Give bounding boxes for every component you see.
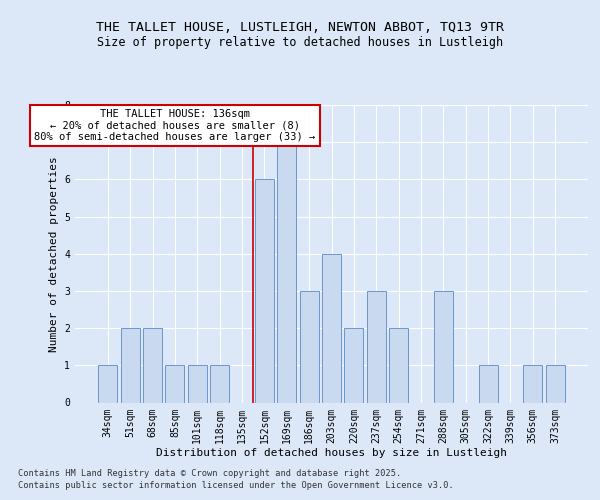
Bar [210, 366, 229, 403]
Bar [344, 328, 364, 402]
Text: THE TALLET HOUSE: 136sqm
← 20% of detached houses are smaller (8)
80% of semi-de: THE TALLET HOUSE: 136sqm ← 20% of detach… [34, 109, 316, 142]
Text: Contains public sector information licensed under the Open Government Licence v3: Contains public sector information licen… [18, 480, 454, 490]
Bar [121, 328, 140, 402]
Text: THE TALLET HOUSE, LUSTLEIGH, NEWTON ABBOT, TQ13 9TR: THE TALLET HOUSE, LUSTLEIGH, NEWTON ABBO… [96, 21, 504, 34]
Bar [277, 142, 296, 403]
Bar [166, 366, 184, 403]
Bar [322, 254, 341, 402]
Text: Contains HM Land Registry data © Crown copyright and database right 2025.: Contains HM Land Registry data © Crown c… [18, 470, 401, 478]
Bar [434, 291, 453, 403]
Bar [299, 291, 319, 403]
Bar [479, 366, 497, 403]
Y-axis label: Number of detached properties: Number of detached properties [49, 156, 59, 352]
Bar [545, 366, 565, 403]
Bar [143, 328, 162, 402]
Text: Size of property relative to detached houses in Lustleigh: Size of property relative to detached ho… [97, 36, 503, 49]
Bar [188, 366, 207, 403]
X-axis label: Distribution of detached houses by size in Lustleigh: Distribution of detached houses by size … [156, 448, 507, 458]
Bar [523, 366, 542, 403]
Bar [98, 366, 118, 403]
Bar [367, 291, 386, 403]
Bar [389, 328, 408, 402]
Bar [255, 180, 274, 402]
